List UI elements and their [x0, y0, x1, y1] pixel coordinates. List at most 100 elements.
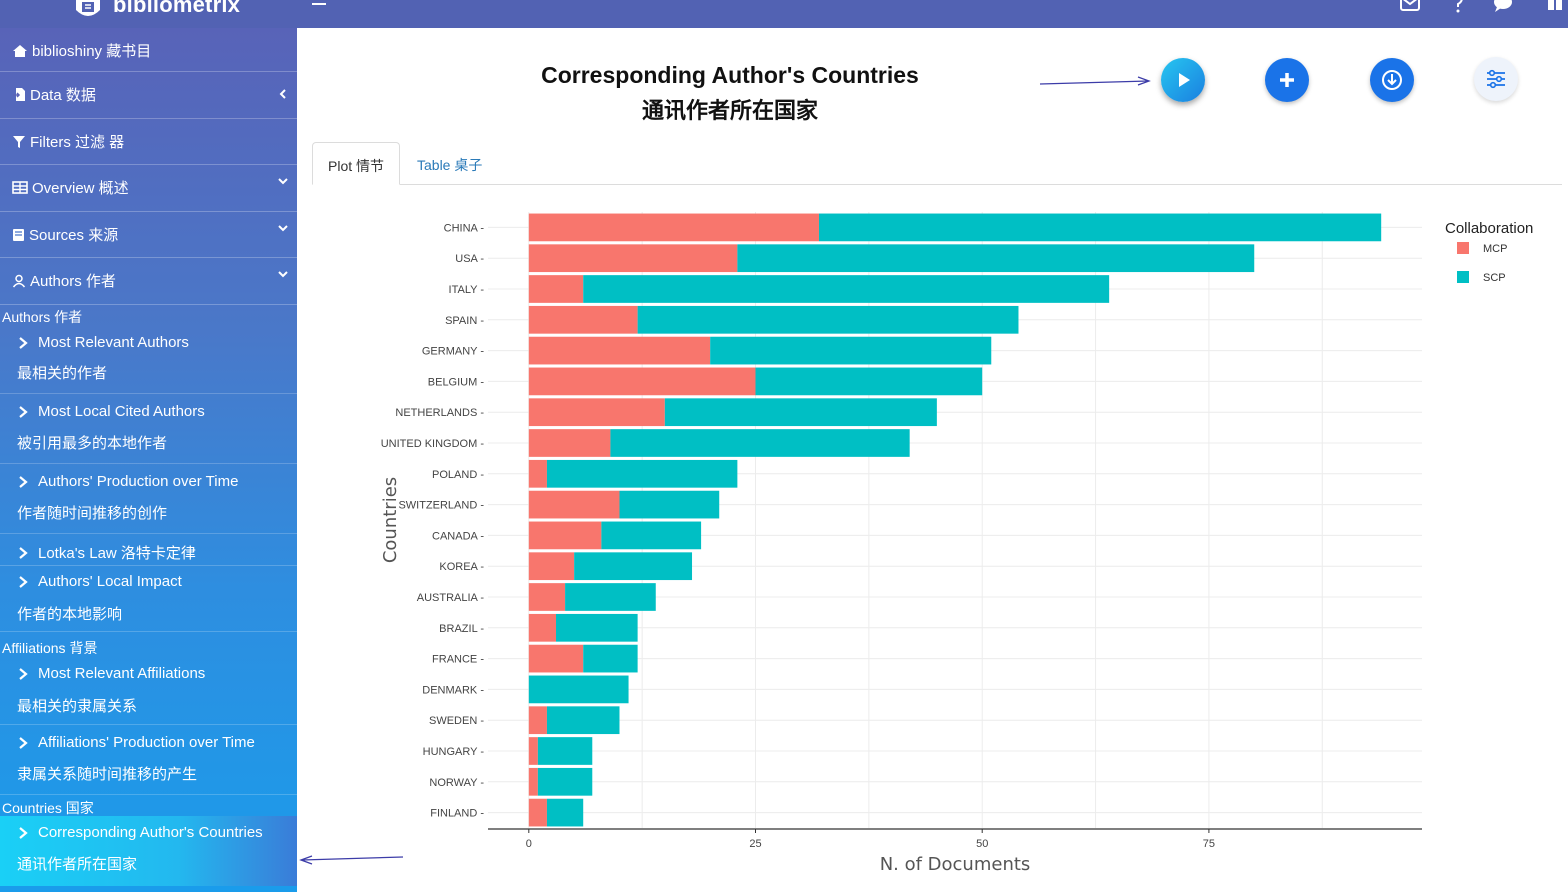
filter-icon [13, 135, 25, 148]
subitem-most-relevant-authors[interactable]: Most Relevant Authors 最相关的作者 [0, 326, 297, 394]
bar-mcp [528, 737, 538, 765]
bar-mcp [528, 490, 620, 519]
tab-bar: Plot 情节 Table 桌子 [312, 142, 1562, 185]
subitem-authors-production-over-time[interactable]: Authors' Production over Time 作者随时间推移的创作 [0, 464, 297, 534]
bar-mcp [528, 552, 575, 581]
legend-swatch-mcp [1457, 242, 1469, 254]
angle-right-icon [19, 736, 28, 749]
bar-scp [583, 275, 1110, 303]
top-navbar: bibliometrix [0, 0, 1568, 28]
chevron-down-icon [278, 271, 288, 278]
subitem-label-cn: 最相关的隶属关系 [17, 698, 138, 715]
subitem-label-en: Most Relevant Authors [38, 334, 189, 351]
chevron-left-icon [279, 89, 286, 99]
sidebar-item-data[interactable]: Data 数据 [0, 72, 297, 119]
y-tick-label: UNITED KINGDOM - [381, 438, 485, 450]
bar-scp [601, 521, 702, 550]
hamburger-menu-icon[interactable] [310, 0, 328, 12]
envelope-icon[interactable] [1399, 0, 1421, 14]
sidebar-item-label: Filters 过滤 器 [30, 134, 125, 151]
bar-mcp [528, 767, 538, 796]
subitem-lotkas-law[interactable]: Lotka's Law 洛特卡定律 [0, 534, 297, 566]
sidebar: biblioshiny 藏书目 Data 数据 Filters 过滤 器 Ove… [0, 28, 297, 892]
legend-swatch-scp [1457, 271, 1469, 283]
angle-right-icon [19, 336, 28, 349]
subitem-label-en: Lotka's Law 洛特卡定律 [38, 545, 196, 562]
sidebar-item-overview[interactable]: Overview 概述 [0, 165, 297, 212]
y-tick-label: KOREA - [439, 561, 484, 573]
y-tick-label: SWITZERLAND - [398, 500, 484, 512]
bar-scp [583, 644, 638, 673]
x-axis-title: N. of Documents [880, 854, 1031, 875]
bar-mcp [528, 429, 611, 457]
subitem-authors-local-impact[interactable]: Authors' Local Impact 作者的本地影响 [0, 566, 297, 632]
subitem-affiliations-production-over-time[interactable]: Affiliations' Production over Time 隶属关系随… [0, 725, 297, 795]
y-tick-label: ITALY - [449, 284, 485, 296]
y-tick-label: GERMANY - [422, 346, 484, 358]
y-tick-label: CANADA - [432, 530, 484, 542]
y-tick-label: BELGIUM - [428, 376, 485, 388]
run-button[interactable] [1161, 58, 1205, 102]
angle-right-icon [19, 475, 28, 488]
sidebar-item-authors[interactable]: Authors 作者 [0, 258, 297, 305]
angle-right-icon [19, 546, 28, 559]
subitem-corresponding-authors-countries[interactable]: Corresponding Author's Countries 通讯作者所在国… [0, 816, 297, 886]
bar-scp [528, 675, 629, 704]
tab-table[interactable]: Table 桌子 [417, 157, 483, 173]
sidebar-item-sources[interactable]: Sources 来源 [0, 212, 297, 258]
bar-mcp [528, 583, 566, 611]
bar-scp [565, 583, 656, 611]
sidebar-item-label: Data 数据 [30, 87, 96, 104]
app-name: bibliometrix [113, 0, 241, 17]
sliders-icon [1487, 69, 1505, 89]
y-tick-label: DENMARK - [422, 684, 484, 696]
subitem-most-relevant-affiliations[interactable]: Most Relevant Affiliations 最相关的隶属关系 [0, 657, 297, 725]
legend-label-mcp: MCP [1483, 243, 1507, 255]
y-tick-label: USA - [455, 253, 484, 265]
book-open-icon[interactable] [1544, 0, 1566, 14]
tab-plot[interactable]: Plot 情节 [312, 142, 401, 185]
sidebar-item-label: biblioshiny 藏书目 [32, 43, 152, 60]
y-tick-label: SWEDEN - [429, 715, 484, 727]
file-import-icon [13, 88, 25, 101]
bar-mcp [528, 336, 711, 365]
question-icon[interactable] [1447, 0, 1469, 14]
add-button[interactable] [1265, 58, 1309, 102]
subitem-label-en: Corresponding Author's Countries [38, 824, 263, 841]
options-button[interactable] [1474, 57, 1518, 101]
bar-scp [637, 305, 1019, 334]
page-title-cn: 通讯作者所在国家 [641, 98, 818, 123]
x-tick-label: 75 [1203, 838, 1215, 850]
download-circle-icon [1382, 70, 1402, 90]
bar-scp [818, 213, 1382, 242]
x-tick-label: 25 [749, 838, 761, 850]
angle-right-icon [19, 826, 28, 839]
angle-right-icon [19, 405, 28, 418]
countries-bar-chart: CHINA - USA - ITALY - SPAIN - GERMANY - BELGI… [380, 212, 1533, 875]
subitem-label-en: Most Local Cited Authors [38, 403, 205, 420]
bar-scp [610, 429, 910, 457]
subitem-label-cn: 通讯作者所在国家 [17, 856, 138, 873]
y-tick-label: FRANCE - [432, 654, 484, 666]
bar-scp [664, 398, 937, 427]
legend-label-scp: SCP [1483, 272, 1506, 284]
y-tick-label: HUNGARY - [423, 746, 485, 758]
angle-right-icon [19, 575, 28, 588]
sidebar-item-biblioshiny[interactable]: biblioshiny 藏书目 [0, 28, 297, 72]
bar-scp [619, 490, 720, 519]
plus-icon [1280, 73, 1294, 87]
subitem-most-local-cited-authors[interactable]: Most Local Cited Authors 被引用最多的本地作者 [0, 394, 297, 464]
bar-scp [546, 459, 738, 488]
sidebar-item-filters[interactable]: Filters 过滤 器 [0, 119, 297, 165]
page-title: Corresponding Author's Countries 通讯作者所在国… [480, 62, 980, 125]
subitem-label-cn: 最相关的作者 [17, 365, 108, 382]
y-tick-label: FINLAND - [430, 808, 484, 820]
subitem-label-en: Most Relevant Affiliations [38, 665, 206, 682]
bar-scp [574, 552, 693, 581]
section-label-affiliations: Affiliations 背景 [2, 640, 98, 656]
bar-mcp [528, 275, 584, 303]
subitem-label-en: Authors' Production over Time [38, 473, 239, 490]
comment-icon[interactable] [1492, 0, 1514, 14]
download-button[interactable] [1370, 58, 1414, 102]
subitem-label-en: Authors' Local Impact [38, 573, 182, 590]
